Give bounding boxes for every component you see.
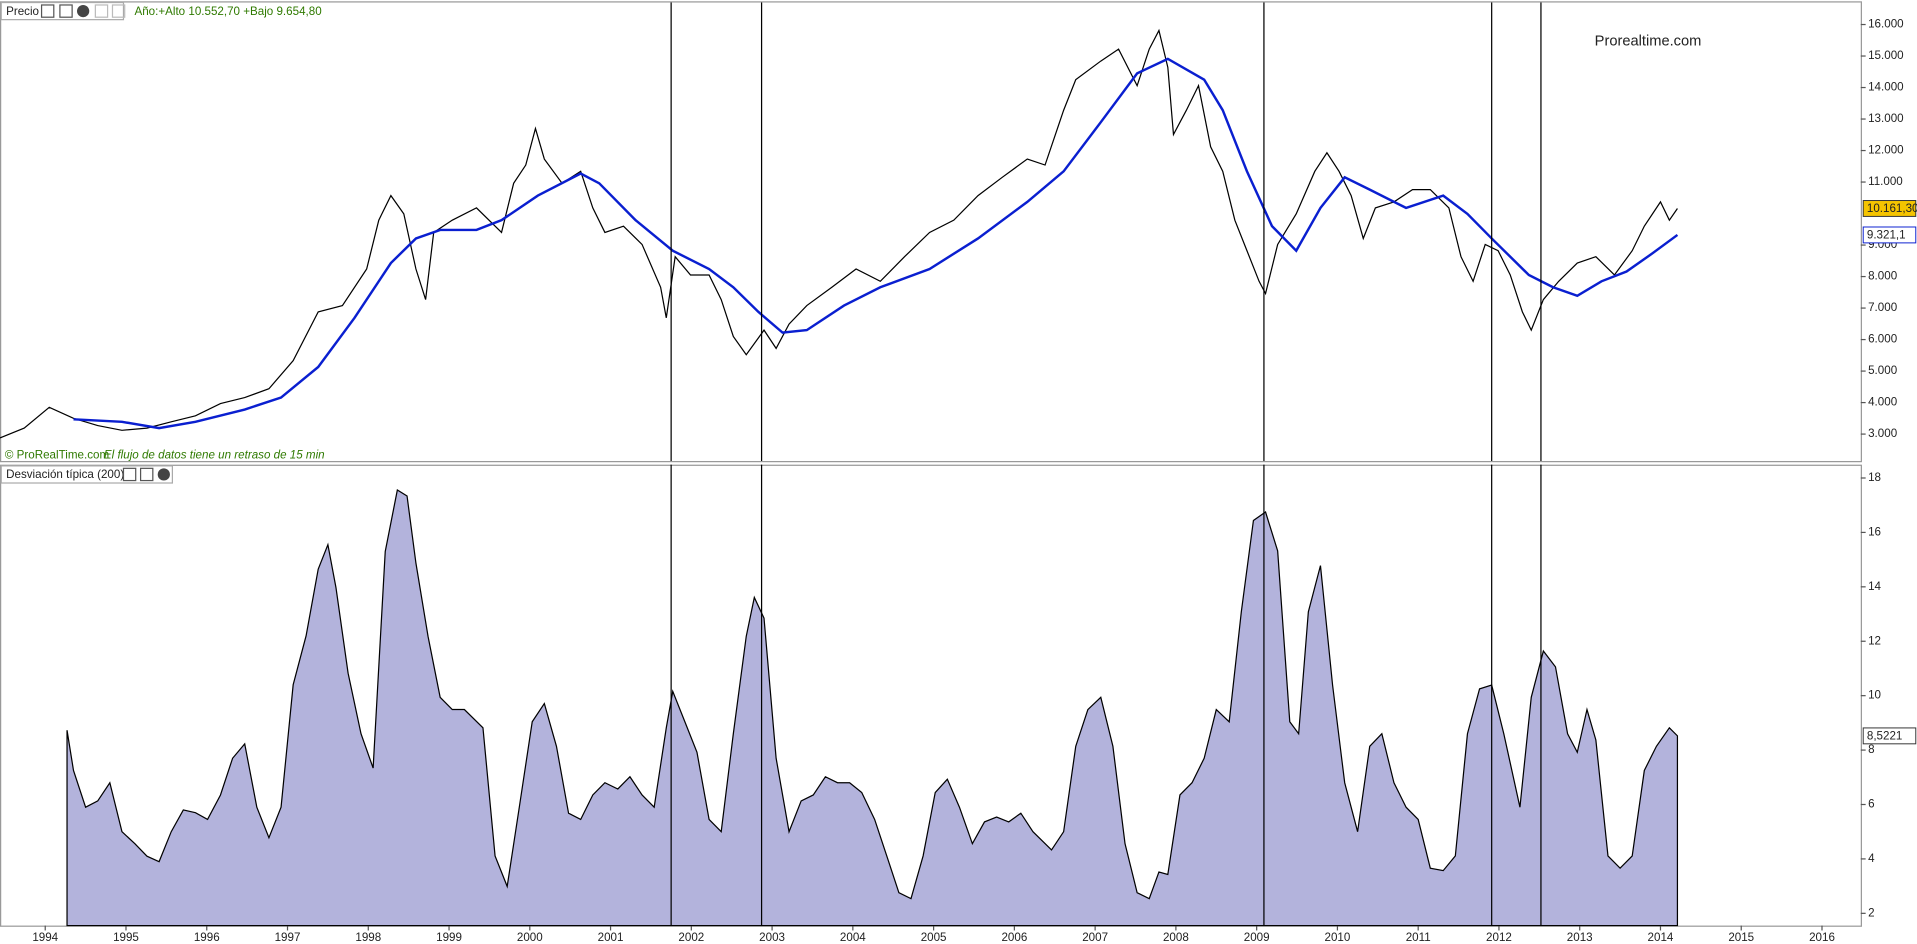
x-tick-label: 2004	[840, 931, 866, 944]
x-tick-label: 2011	[1406, 931, 1431, 944]
current-value-label: 10.161,30	[1867, 202, 1917, 215]
y-tick-label: 6	[1868, 798, 1874, 811]
y-tick-label: 13.000	[1868, 112, 1904, 125]
price-title: Precio	[6, 5, 39, 18]
y-tick-label: 6.000	[1868, 333, 1897, 346]
y-tick-label: 16	[1868, 525, 1881, 538]
x-tick-label: 2001	[598, 931, 624, 944]
x-tick-label: 2008	[1163, 931, 1189, 944]
y-tick-label: 8	[1868, 743, 1874, 756]
y-tick-label: 18	[1868, 471, 1881, 484]
y-tick-label: 3.000	[1868, 427, 1897, 440]
x-tick-label: 2013	[1567, 931, 1593, 944]
y-tick-label: 11.000	[1868, 175, 1903, 188]
y-tick-label: 14	[1868, 580, 1881, 593]
header-box	[0, 465, 173, 484]
current-value-box	[1862, 727, 1917, 745]
current-value-label: 8,5221	[1867, 730, 1903, 743]
series-line	[0, 28, 1678, 439]
y-tick-label: 10	[1868, 689, 1881, 702]
settings-icon[interactable]	[122, 467, 137, 482]
x-tick-label: 1994	[32, 931, 58, 944]
watermark: Prorealtime.com	[1595, 34, 1702, 50]
y-tick-label: 4	[1868, 852, 1875, 865]
x-tick-label: 2015	[1728, 931, 1754, 944]
series-line	[73, 57, 1679, 430]
y-tick-label: 7.000	[1868, 301, 1897, 314]
header-box	[0, 1, 125, 21]
x-tick-label: 1998	[355, 931, 381, 944]
y-tick-label: 4.000	[1868, 396, 1897, 409]
y-tick-label: 15.000	[1868, 49, 1904, 62]
x-tick-label: 1999	[436, 931, 462, 944]
current-value-label: 9.321,1	[1867, 229, 1906, 242]
price-header: Precio Año:+Alto 10.552,70 +Bajo 9.654,8…	[0, 1, 322, 21]
y-tick-label: 12	[1868, 634, 1881, 647]
series-area	[66, 488, 1679, 927]
settings-icon[interactable]	[40, 4, 55, 18]
y-tick-label: 2	[1868, 906, 1874, 919]
close-icon[interactable]	[157, 468, 170, 481]
x-tick-label: 2000	[517, 931, 543, 944]
std-header: Desviación típica (200)	[0, 465, 173, 484]
down-icon[interactable]	[111, 4, 126, 18]
y-tick-label: 14.000	[1868, 81, 1904, 94]
current-value-box	[1862, 226, 1917, 244]
y-tick-label: 8.000	[1868, 270, 1897, 283]
window-icon[interactable]	[59, 4, 73, 18]
x-tick-label: 2002	[678, 931, 704, 944]
x-tick-label: 1996	[194, 931, 220, 944]
close-icon[interactable]	[77, 4, 90, 18]
x-tick-label: 2012	[1486, 931, 1512, 944]
y-tick-label: 16.000	[1868, 18, 1904, 31]
window-icon[interactable]	[139, 467, 154, 482]
x-tick-label: 2010	[1325, 931, 1351, 944]
up-icon[interactable]	[94, 4, 109, 18]
x-tick-label: 1995	[113, 931, 139, 944]
x-tick-label: 2003	[759, 931, 785, 944]
current-value-box	[1862, 200, 1917, 217]
y-tick-label: 12.000	[1868, 144, 1904, 157]
x-tick-label: 2007	[1082, 931, 1108, 944]
x-tick-label: 2014	[1648, 931, 1674, 944]
x-tick-label: 2016	[1809, 931, 1835, 944]
y-tick-label: 5.000	[1868, 364, 1897, 377]
x-tick-label: 1997	[275, 931, 301, 944]
note: El flujo de datos tiene un retraso de 15…	[104, 449, 325, 462]
price-panel-frame	[0, 1, 1862, 463]
x-tick-label: 2009	[1244, 931, 1270, 944]
x-tick-label: 2006	[1001, 931, 1027, 944]
x-tick-label: 2005	[921, 931, 947, 944]
source: © ProRealTime.com	[5, 449, 109, 462]
price-subtitle: Año:+Alto 10.552,70 +Bajo 9.654,80	[134, 5, 321, 18]
std-title: Desviación típica (200)	[6, 468, 124, 481]
